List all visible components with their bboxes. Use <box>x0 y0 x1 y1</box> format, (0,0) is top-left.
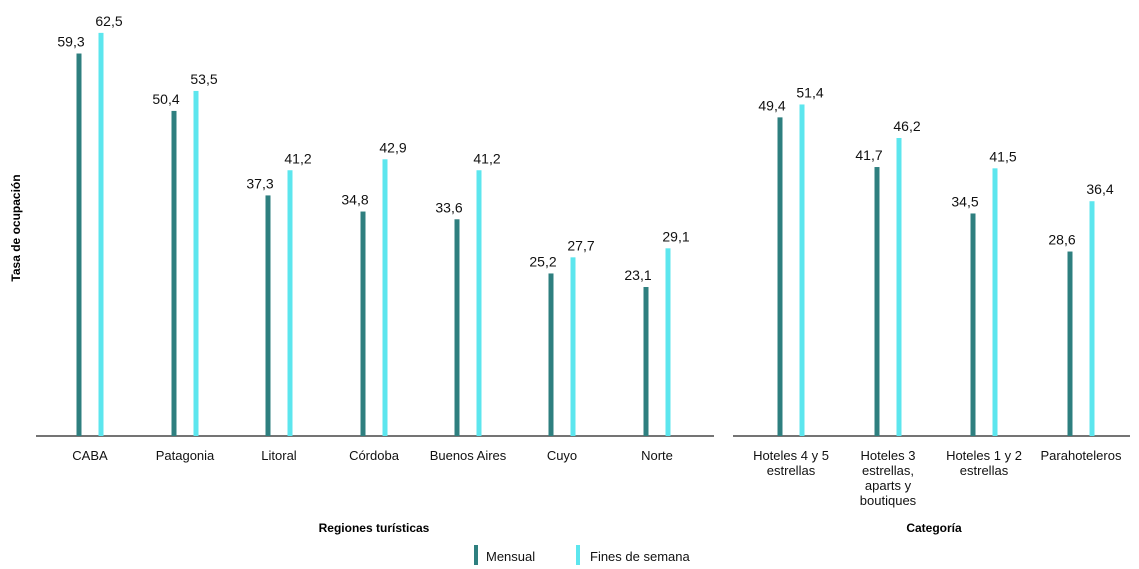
data-label: 36,4 <box>1086 181 1113 197</box>
bar-mensual-4 <box>1067 251 1073 436</box>
bar-fines-1 <box>799 104 805 436</box>
data-label: 42,9 <box>379 139 406 155</box>
x-tick-label: Hoteles 3 estrellas, aparts y boutiques <box>860 448 917 508</box>
data-label: 62,5 <box>95 13 122 29</box>
x-tick-label: Patagonia <box>156 448 215 463</box>
legend-swatch-fines <box>576 545 580 565</box>
data-label: 28,6 <box>1048 232 1075 248</box>
legend-swatch-mensual <box>474 545 478 565</box>
data-label: 41,5 <box>989 148 1016 164</box>
data-label: 34,8 <box>341 192 368 208</box>
bar-mensual-2 <box>874 167 880 436</box>
data-label: 50,4 <box>152 91 179 107</box>
bar-mensual-3 <box>970 213 976 436</box>
x-axis-title: Categoría <box>906 521 962 535</box>
x-tick-label: Córdoba <box>349 448 400 463</box>
chart-panel-2: 49,4 51,4 Hoteles 4 y 5 estrellas 41,7 46,2 Ho… <box>733 84 1130 535</box>
data-label: 53,5 <box>190 71 217 87</box>
chart-panel-1: 59,3 62,5 CABA 50,4 53,5 Patagonia 37,3 41,2 Lit… <box>36 13 714 535</box>
bar-fines-7 <box>665 248 671 436</box>
data-label: 37,3 <box>246 175 273 191</box>
x-tick-label: Norte <box>641 448 673 463</box>
legend-label-fines: Fines de semana <box>590 549 690 564</box>
data-label: 29,1 <box>662 228 689 244</box>
data-label: 41,2 <box>473 150 500 166</box>
x-tick-label: Litoral <box>261 448 297 463</box>
y-axis-title: Tasa de ocupación <box>9 174 23 281</box>
legend-label-mensual: Mensual <box>486 549 535 564</box>
data-label: 34,5 <box>951 193 978 209</box>
bar-fines-5 <box>476 170 482 436</box>
bar-mensual-1 <box>76 53 82 436</box>
bar-mensual-1 <box>777 117 783 437</box>
x-axis-title: Regiones turísticas <box>319 521 430 535</box>
data-label: 33,6 <box>435 199 462 215</box>
x-tick-label: Cuyo <box>547 448 577 463</box>
bar-fines-6 <box>570 257 576 436</box>
data-label: 23,1 <box>624 267 651 283</box>
data-label: 51,4 <box>796 84 823 100</box>
x-tick-label: Hoteles 1 y 2 estrellas <box>946 448 1022 478</box>
bar-mensual-2 <box>171 110 177 437</box>
bar-mensual-6 <box>548 273 554 436</box>
data-label: 41,7 <box>855 147 882 163</box>
bar-fines-2 <box>193 90 199 437</box>
data-label: 49,4 <box>758 97 785 113</box>
data-label: 25,2 <box>529 253 556 269</box>
bar-mensual-4 <box>360 211 366 436</box>
x-tick-label: CABA <box>72 448 108 463</box>
data-label: 46,2 <box>893 118 920 134</box>
bar-mensual-3 <box>265 195 271 436</box>
x-tick-label: Buenos Aires <box>430 448 507 463</box>
bar-fines-2 <box>896 138 902 436</box>
bar-fines-3 <box>287 170 293 436</box>
bar-mensual-5 <box>454 219 460 436</box>
bar-mensual-7 <box>643 287 649 436</box>
bar-fines-4 <box>1089 201 1095 436</box>
data-label: 27,7 <box>567 237 594 253</box>
bar-fines-4 <box>382 159 388 437</box>
data-label: 41,2 <box>284 150 311 166</box>
data-label: 59,3 <box>57 34 84 50</box>
x-tick-label: Hoteles 4 y 5 estrellas <box>753 448 829 478</box>
bar-fines-3 <box>992 168 998 436</box>
bar-fines-1 <box>98 32 104 436</box>
x-tick-label: Parahoteleros <box>1041 448 1122 463</box>
legend: Mensual Fines de semana <box>474 545 690 565</box>
